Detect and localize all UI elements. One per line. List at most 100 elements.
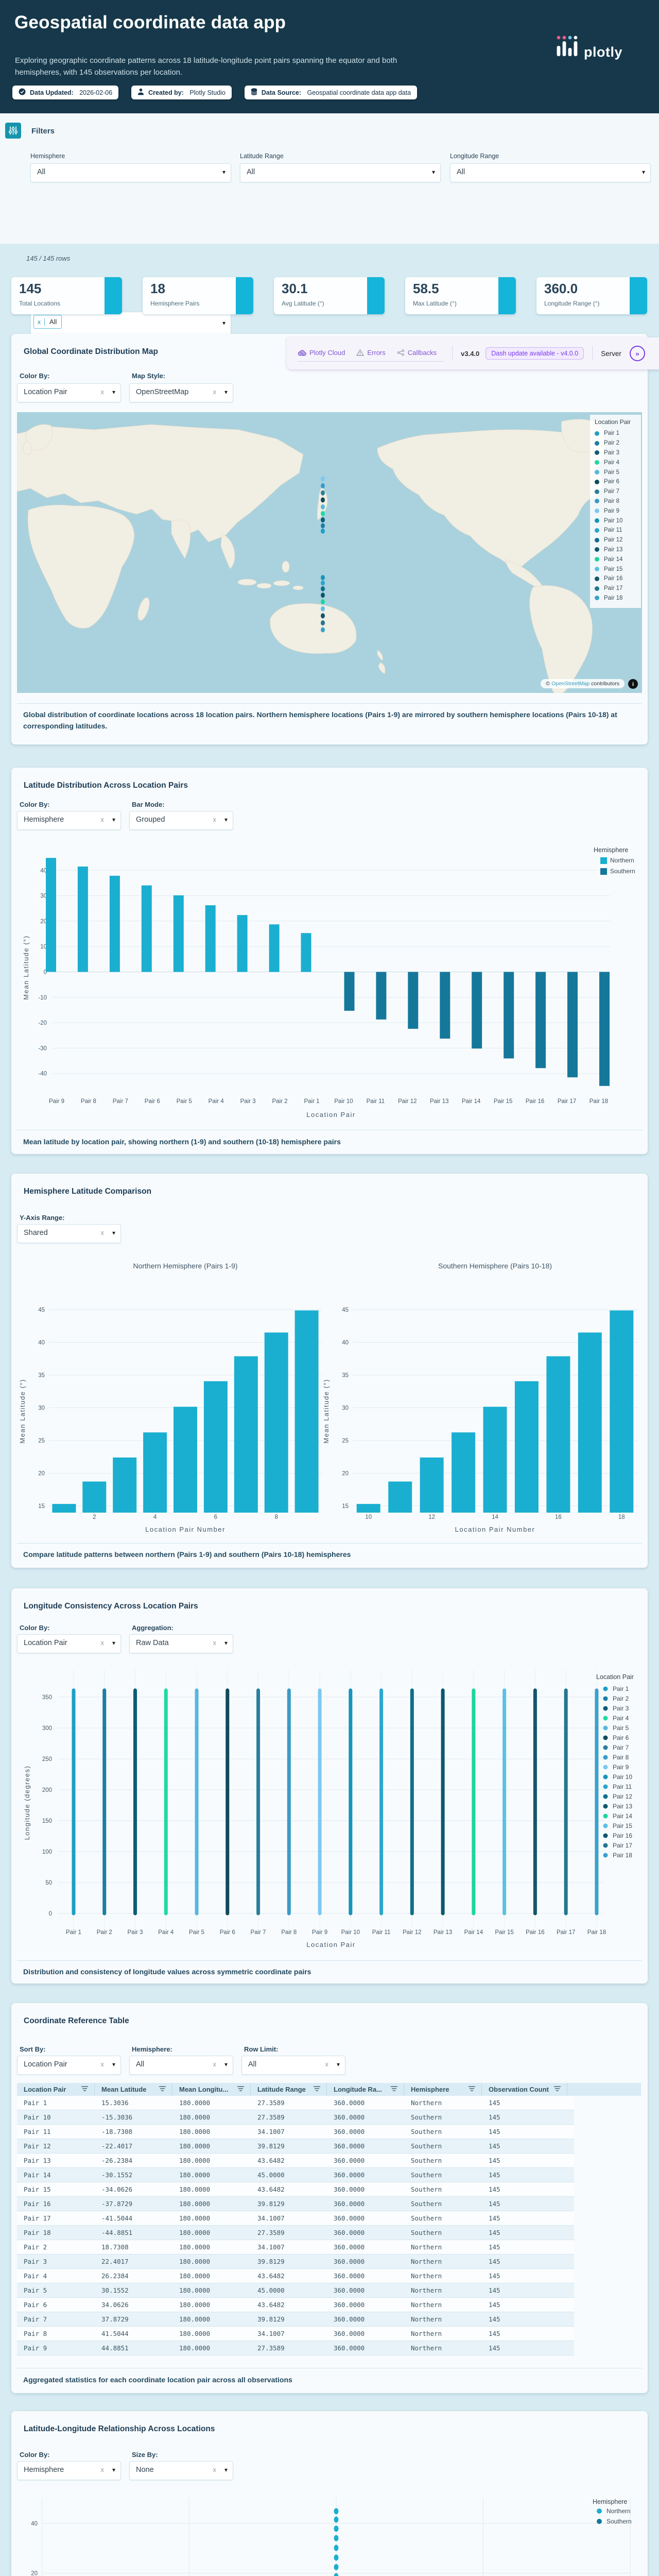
legend-swatch[interactable] [603, 1774, 608, 1780]
filter-dropdown-longitude-range[interactable]: All ▾ [450, 163, 651, 182]
errors-button[interactable]: Errors [356, 349, 386, 357]
clear-icon[interactable]: x [213, 1639, 217, 1647]
legend-item[interactable]: Pair 11 [595, 526, 641, 535]
legend-swatch[interactable] [603, 1716, 608, 1721]
legend-swatch[interactable] [603, 1853, 608, 1858]
dropdown-bar-mode[interactable]: Grouped x ▾ [129, 811, 233, 830]
legend-swatch[interactable] [603, 1686, 608, 1691]
chevron-down-icon[interactable]: ▾ [641, 168, 645, 176]
legend-item[interactable]: Pair 8 [595, 497, 641, 506]
legend-swatch[interactable] [597, 2519, 602, 2524]
latitude-bar-chart[interactable]: -40 -30 -20 -10 0 10 20 30 40 Pair 9 Pair 8 Pair 7 P… [17, 835, 642, 1126]
hemisphere-comparison-chart[interactable]: Northern Hemisphere (Pairs 1-9) 15 20 25 30 3… [17, 1260, 642, 1540]
chevron-down-icon[interactable]: ▾ [224, 816, 228, 823]
clear-icon[interactable]: x [213, 816, 217, 823]
chevron-down-icon[interactable]: ▾ [431, 168, 435, 176]
dropdown-color-by[interactable]: Location Pair x ▾ [17, 1634, 121, 1653]
clear-icon[interactable]: x [100, 388, 105, 396]
plotly-cloud-button[interactable]: Plotly Cloud [298, 349, 345, 357]
legend-item[interactable]: Pair 14 [595, 554, 641, 564]
legend-item[interactable]: Pair 18 [595, 594, 641, 603]
legend-swatch[interactable] [603, 1765, 608, 1770]
filter-dropdown-latitude-range[interactable]: All ▾ [240, 163, 441, 182]
legend-swatch[interactable] [603, 1843, 608, 1848]
dropdown-map-style[interactable]: OpenStreetMap x ▾ [129, 383, 233, 402]
clear-icon[interactable]: x [100, 816, 105, 823]
openstreetmap-link[interactable]: OpenStreetMap [551, 681, 590, 687]
legend-swatch[interactable] [600, 857, 607, 864]
filter-icon[interactable] [469, 2086, 475, 2093]
chevron-down-icon[interactable]: ▾ [112, 816, 115, 823]
legend-item[interactable]: Pair 7 [595, 487, 641, 497]
world-map[interactable]: Location Pair Pair 1 Pair 2 Pair 3 Pair 4 Pai… [17, 412, 642, 693]
location-pair-multiselect[interactable]: x All ▾ [30, 312, 231, 336]
legend-swatch[interactable] [603, 1804, 608, 1809]
chevron-down-icon[interactable]: ▾ [112, 2466, 115, 2473]
toolbar-collapse-button[interactable]: » [629, 346, 645, 361]
chevron-down-icon[interactable]: ▾ [336, 2061, 340, 2068]
dropdown-size-by[interactable]: None x ▾ [129, 2461, 233, 2480]
legend-item[interactable]: Pair 10 [595, 516, 641, 526]
legend-swatch[interactable] [603, 1784, 608, 1789]
legend-item[interactable]: Pair 6 [595, 477, 641, 487]
clear-icon[interactable]: x [100, 1639, 105, 1647]
chip-remove-icon[interactable]: x [34, 318, 45, 326]
dropdown-aggregation[interactable]: Raw Data x ▾ [129, 1634, 233, 1653]
legend-item[interactable]: Pair 5 [595, 467, 641, 477]
legend-swatch[interactable] [603, 1794, 608, 1799]
legend-swatch[interactable] [603, 1706, 608, 1711]
chevron-down-icon[interactable]: ▾ [224, 1639, 228, 1647]
clear-icon[interactable]: x [213, 2060, 217, 2068]
legend-swatch[interactable] [603, 1833, 608, 1838]
dropdown-y-axis-range[interactable]: Shared x ▾ [17, 1224, 121, 1243]
filter-dropdown-hemisphere[interactable]: All ▾ [30, 163, 231, 182]
legend-item[interactable]: Pair 2 [595, 438, 641, 448]
chevron-down-icon[interactable]: ▾ [112, 388, 115, 396]
legend-swatch[interactable] [603, 1814, 608, 1819]
chevron-down-icon[interactable]: ▾ [112, 1639, 115, 1647]
selected-chip[interactable]: x All [33, 315, 62, 329]
chevron-down-icon[interactable]: ▾ [112, 1229, 115, 1236]
legend-swatch[interactable] [603, 1696, 608, 1701]
legend-item[interactable]: Pair 13 [595, 545, 641, 555]
chevron-down-icon[interactable]: ▾ [112, 2061, 115, 2068]
clear-icon[interactable]: x [213, 2466, 217, 2473]
clear-icon[interactable]: x [100, 2060, 105, 2068]
legend-swatch[interactable] [600, 868, 607, 875]
chevron-down-icon[interactable]: ▾ [224, 388, 228, 396]
callbacks-button[interactable]: Callbacks [397, 349, 437, 357]
legend-swatch[interactable] [603, 1745, 608, 1750]
chevron-down-icon[interactable]: ▾ [222, 168, 226, 176]
dropdown-color-by[interactable]: Hemisphere x ▾ [17, 811, 121, 830]
dash-update-pill[interactable]: Dash update available - v4.0.0 [485, 347, 584, 360]
filter-icon[interactable] [314, 2086, 320, 2093]
legend-item[interactable]: Pair 1 [595, 429, 641, 438]
dropdown-hemisphere[interactable]: All x ▾ [129, 2056, 233, 2075]
legend-swatch[interactable] [603, 1735, 608, 1740]
filter-icon[interactable] [391, 2086, 397, 2093]
longitude-consistency-chart[interactable]: 0 50 100 150 200 250 300 350 Pair 1 Pair 2 Pair 3 P… [17, 1660, 642, 1957]
legend-swatch[interactable] [597, 2509, 602, 2514]
chevron-down-icon[interactable]: ▾ [224, 2061, 228, 2068]
dropdown-row-limit[interactable]: All x ▾ [241, 2056, 345, 2075]
filter-icon[interactable] [554, 2086, 561, 2093]
filter-icon[interactable] [81, 2086, 88, 2093]
legend-item[interactable]: Pair 17 [595, 584, 641, 594]
filter-icon[interactable] [237, 2086, 244, 2093]
clear-icon[interactable]: x [325, 2060, 329, 2068]
legend-item[interactable]: Pair 3 [595, 448, 641, 458]
chevron-down-icon[interactable]: ▾ [222, 319, 226, 327]
legend-item[interactable]: Pair 9 [595, 506, 641, 516]
legend-item[interactable]: Pair 4 [595, 457, 641, 467]
legend-swatch[interactable] [603, 1725, 608, 1731]
dropdown-color-by[interactable]: Location Pair x ▾ [17, 383, 121, 402]
lat-lon-scatter-chart[interactable]: 179179.5180180.5181-40-2002040Mean Longi… [17, 2488, 642, 2576]
chevron-down-icon[interactable]: ▾ [224, 2466, 228, 2473]
clear-icon[interactable]: x [100, 2466, 105, 2473]
legend-swatch[interactable] [603, 1755, 608, 1760]
legend-item[interactable]: Pair 12 [595, 535, 641, 545]
legend-swatch[interactable] [603, 1823, 608, 1828]
dropdown-color-by[interactable]: Hemisphere x ▾ [17, 2461, 121, 2480]
filter-icon[interactable] [159, 2086, 166, 2093]
legend-item[interactable]: Pair 15 [595, 564, 641, 574]
